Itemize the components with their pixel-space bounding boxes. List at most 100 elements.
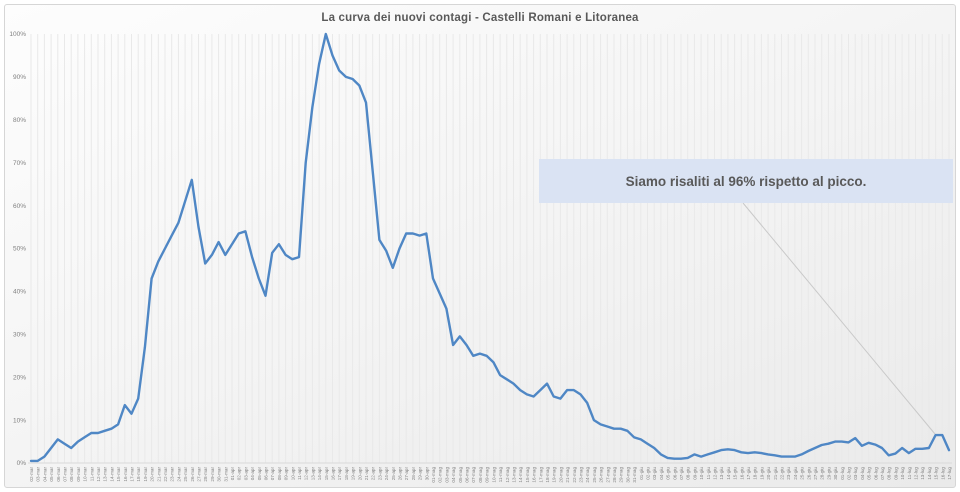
- svg-text:30-giu: 30-giu: [833, 467, 838, 480]
- annotation-text: Siamo risaliti al 96% rispetto al picco.: [625, 173, 867, 189]
- svg-text:10-apr: 10-apr: [290, 467, 295, 481]
- svg-text:28-mag: 28-mag: [612, 467, 617, 483]
- annotation-callout: Siamo risaliti al 96% rispetto al picco.: [539, 159, 953, 203]
- svg-text:02-lug: 02-lug: [847, 467, 852, 480]
- svg-text:25-mar: 25-mar: [183, 467, 188, 482]
- svg-text:13-mar: 13-mar: [103, 467, 108, 482]
- svg-text:05-lug: 05-lug: [867, 467, 872, 480]
- svg-text:08-mar: 08-mar: [69, 467, 74, 482]
- svg-text:20-mag: 20-mag: [558, 467, 563, 483]
- svg-text:40%: 40%: [13, 289, 26, 296]
- svg-text:01-apr: 01-apr: [230, 467, 235, 481]
- svg-text:14-lug: 14-lug: [927, 467, 932, 480]
- svg-text:07-mag: 07-mag: [471, 467, 476, 483]
- svg-text:30-mar: 30-mar: [217, 467, 222, 482]
- svg-text:06-apr: 06-apr: [264, 467, 269, 481]
- svg-text:10-lug: 10-lug: [900, 467, 905, 480]
- svg-text:14-apr: 14-apr: [317, 467, 322, 481]
- svg-text:20-giu: 20-giu: [766, 467, 771, 480]
- svg-text:23-mar: 23-mar: [170, 467, 175, 482]
- svg-text:21-mag: 21-mag: [565, 467, 570, 483]
- svg-text:18-mar: 18-mar: [136, 467, 141, 482]
- svg-text:07-giu: 07-giu: [679, 467, 684, 480]
- svg-text:11-apr: 11-apr: [297, 467, 302, 480]
- svg-text:29-giu: 29-giu: [826, 467, 831, 480]
- svg-text:20-mar: 20-mar: [150, 467, 155, 482]
- svg-text:01-giu: 01-giu: [639, 467, 644, 480]
- svg-text:10-mag: 10-mag: [491, 467, 496, 483]
- svg-text:01-lug: 01-lug: [840, 467, 845, 480]
- svg-text:11-lug: 11-lug: [907, 467, 912, 480]
- svg-text:19-mar: 19-mar: [143, 467, 148, 482]
- svg-text:01-mag: 01-mag: [431, 467, 436, 483]
- svg-text:19-giu: 19-giu: [759, 467, 764, 480]
- svg-text:24-giu: 24-giu: [793, 467, 798, 480]
- svg-text:08-lug: 08-lug: [887, 467, 892, 480]
- svg-text:24-mar: 24-mar: [176, 467, 181, 482]
- svg-text:14-mag: 14-mag: [518, 467, 523, 483]
- svg-text:04-mar: 04-mar: [42, 467, 47, 482]
- svg-text:30-apr: 30-apr: [424, 467, 429, 481]
- svg-text:29-apr: 29-apr: [418, 467, 423, 481]
- svg-text:11-mag: 11-mag: [498, 467, 503, 483]
- svg-text:16-giu: 16-giu: [739, 467, 744, 480]
- svg-text:22-mag: 22-mag: [572, 467, 577, 483]
- svg-text:10%: 10%: [13, 417, 26, 424]
- svg-text:16-lug: 16-lug: [940, 467, 945, 480]
- svg-text:23-apr: 23-apr: [377, 467, 382, 481]
- chart-title: La curva dei nuovi contagi - Castelli Ro…: [321, 12, 639, 24]
- svg-text:04-giu: 04-giu: [659, 467, 664, 480]
- svg-text:15-lug: 15-lug: [934, 467, 939, 480]
- svg-text:12-giu: 12-giu: [713, 467, 718, 480]
- line-chart: 0%10%20%30%40%50%60%70%80%90%100%02-mar 0…: [9, 31, 952, 483]
- svg-text:27-giu: 27-giu: [813, 467, 818, 480]
- svg-text:12-lug: 12-lug: [914, 467, 919, 480]
- svg-text:26-mar: 26-mar: [190, 467, 195, 482]
- svg-text:22-apr: 22-apr: [371, 467, 376, 481]
- svg-text:60%: 60%: [13, 203, 26, 210]
- svg-text:09-mag: 09-mag: [485, 467, 490, 483]
- svg-text:10-giu: 10-giu: [699, 467, 704, 480]
- svg-text:13-apr: 13-apr: [310, 467, 315, 481]
- svg-text:19-apr: 19-apr: [351, 467, 356, 481]
- svg-text:02-giu: 02-giu: [646, 467, 651, 480]
- svg-text:17-giu: 17-giu: [746, 467, 751, 480]
- svg-text:06-lug: 06-lug: [873, 467, 878, 480]
- svg-text:27-apr: 27-apr: [404, 467, 409, 481]
- svg-text:13-giu: 13-giu: [719, 467, 724, 480]
- svg-text:20-apr: 20-apr: [357, 467, 362, 481]
- svg-text:15-mar: 15-mar: [116, 467, 121, 482]
- svg-text:16-apr: 16-apr: [331, 467, 336, 481]
- svg-text:03-giu: 03-giu: [652, 467, 657, 480]
- svg-text:12-mar: 12-mar: [96, 467, 101, 482]
- svg-text:17-lug: 17-lug: [947, 467, 952, 480]
- svg-text:15-mag: 15-mag: [525, 467, 530, 483]
- svg-text:50%: 50%: [13, 246, 26, 253]
- svg-text:03-lug: 03-lug: [853, 467, 858, 480]
- svg-text:23-mag: 23-mag: [579, 467, 584, 483]
- svg-text:17-mag: 17-mag: [538, 467, 543, 483]
- svg-text:05-giu: 05-giu: [666, 467, 671, 480]
- svg-text:100%: 100%: [9, 31, 26, 38]
- svg-text:16-mar: 16-mar: [123, 467, 128, 482]
- svg-text:25-giu: 25-giu: [800, 467, 805, 480]
- svg-text:04-lug: 04-lug: [860, 467, 865, 480]
- svg-text:24-mag: 24-mag: [585, 467, 590, 483]
- svg-text:04-mag: 04-mag: [451, 467, 456, 483]
- svg-text:17-mar: 17-mar: [130, 467, 135, 482]
- svg-text:02-mar: 02-mar: [29, 467, 34, 482]
- svg-text:23-giu: 23-giu: [786, 467, 791, 480]
- svg-text:05-mar: 05-mar: [49, 467, 54, 482]
- svg-text:22-mar: 22-mar: [163, 467, 168, 482]
- svg-text:14-mar: 14-mar: [109, 467, 114, 482]
- svg-text:21-giu: 21-giu: [773, 467, 778, 480]
- svg-text:28-apr: 28-apr: [411, 467, 416, 481]
- svg-text:13-mag: 13-mag: [512, 467, 517, 483]
- svg-text:02-mag: 02-mag: [438, 467, 443, 483]
- svg-text:30%: 30%: [13, 332, 26, 339]
- svg-text:15-apr: 15-apr: [324, 467, 329, 481]
- svg-text:11-giu: 11-giu: [706, 467, 711, 480]
- svg-text:06-giu: 06-giu: [672, 467, 677, 480]
- svg-text:16-mag: 16-mag: [532, 467, 537, 483]
- svg-text:09-mar: 09-mar: [76, 467, 81, 482]
